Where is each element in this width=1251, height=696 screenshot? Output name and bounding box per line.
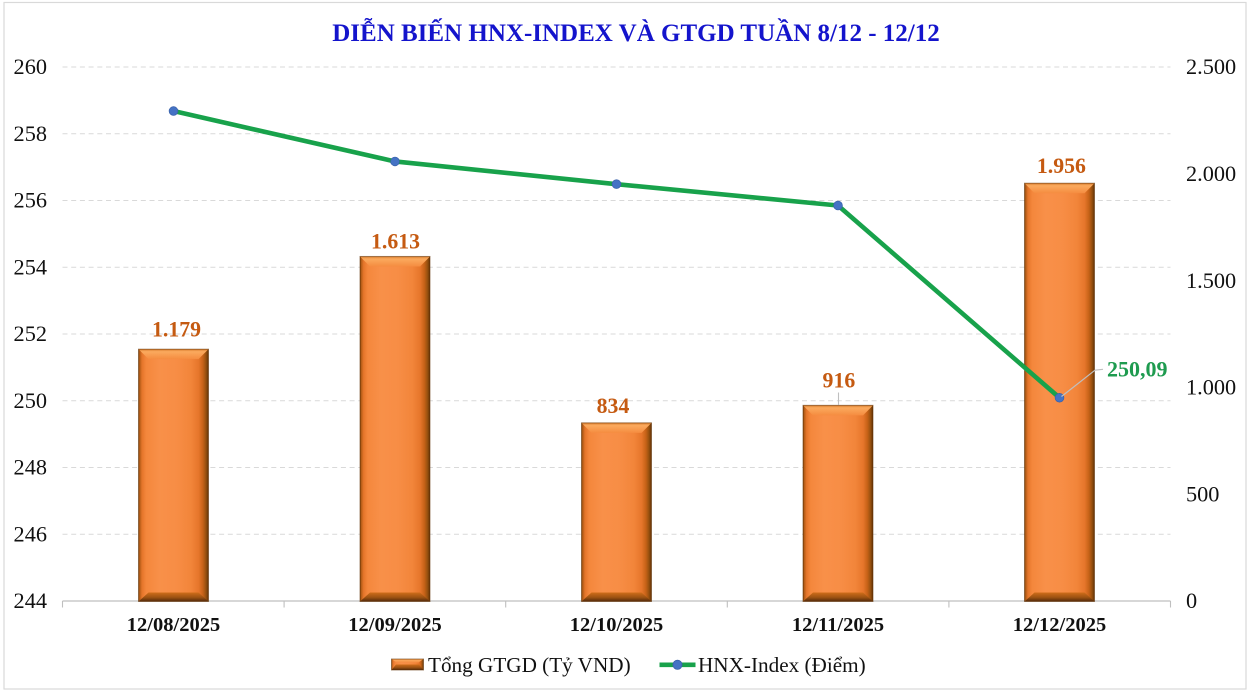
svg-text:500: 500 [1186,481,1219,506]
svg-text:250: 250 [14,388,47,413]
svg-text:DIỄN BIẾN HNX-INDEX VÀ GTGD TU: DIỄN BIẾN HNX-INDEX VÀ GTGD TUẦN 8/12 - … [332,18,939,47]
svg-text:Tổng GTGD (Tỷ VND): Tổng GTGD (Tỷ VND) [428,653,631,677]
svg-text:2.000: 2.000 [1186,161,1236,186]
svg-text:1.179: 1.179 [152,318,201,342]
svg-text:1.500: 1.500 [1186,268,1236,293]
svg-text:252: 252 [14,321,47,346]
svg-text:248: 248 [14,455,47,480]
svg-text:260: 260 [14,54,47,79]
svg-text:246: 246 [14,521,47,546]
svg-text:1.956: 1.956 [1037,154,1086,178]
svg-text:256: 256 [14,188,47,213]
svg-text:258: 258 [14,121,47,146]
svg-text:12/11/2025: 12/11/2025 [792,614,884,636]
svg-text:250,09: 250,09 [1107,356,1168,381]
svg-text:12/12/2025: 12/12/2025 [1013,614,1106,636]
svg-text:HNX-Index (Điểm): HNX-Index (Điểm) [698,653,866,677]
svg-text:1.000: 1.000 [1186,375,1236,400]
svg-text:2.500: 2.500 [1186,54,1236,79]
svg-text:244: 244 [14,588,47,613]
svg-text:1.613: 1.613 [371,230,420,254]
svg-text:12/08/2025: 12/08/2025 [127,614,220,636]
svg-text:916: 916 [823,369,856,393]
svg-text:834: 834 [597,394,630,418]
svg-text:12/10/2025: 12/10/2025 [570,614,663,636]
svg-text:0: 0 [1186,588,1197,613]
svg-text:12/09/2025: 12/09/2025 [348,614,441,636]
svg-text:254: 254 [14,254,47,279]
